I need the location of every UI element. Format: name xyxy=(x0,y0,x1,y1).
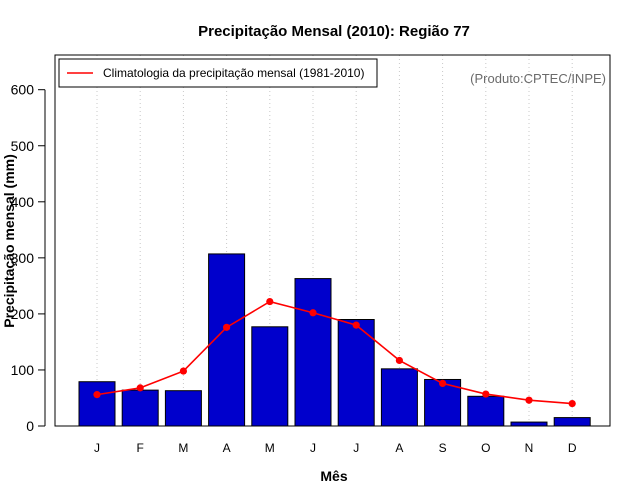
credit-annotation: (Produto:CPTEC/INPE) xyxy=(470,71,606,86)
x-tick-label: M xyxy=(265,441,275,455)
line-point xyxy=(266,297,274,306)
bar xyxy=(294,278,332,427)
line-point xyxy=(439,379,447,388)
line-point xyxy=(93,391,101,399)
line-point xyxy=(482,390,490,398)
gridlines xyxy=(96,55,573,426)
plot-frame xyxy=(54,54,611,427)
line-point xyxy=(223,323,231,331)
y-tick-label: 500 xyxy=(11,138,35,154)
line-point xyxy=(352,321,360,329)
bar xyxy=(510,421,548,427)
y-tick-label: 100 xyxy=(11,362,35,378)
bar xyxy=(553,417,591,427)
x-tick-label: D xyxy=(568,441,577,455)
x-tick-label: J xyxy=(353,441,359,455)
series-line xyxy=(96,300,573,405)
legend: Climatologia da precipitação mensal (198… xyxy=(58,58,378,88)
x-axis-title: Mês xyxy=(320,468,347,484)
x-tick-label: N xyxy=(525,441,534,455)
bar xyxy=(164,390,202,427)
line-point xyxy=(309,309,317,317)
x-tick-label: O xyxy=(481,441,490,455)
climatology-line xyxy=(93,297,576,408)
line-point xyxy=(395,356,403,365)
y-axis: 0 100 200 300 400 500 600 xyxy=(11,82,46,434)
x-tick-label: J xyxy=(94,441,100,455)
bar xyxy=(121,389,159,427)
bars xyxy=(78,253,591,427)
y-tick-label: 600 xyxy=(11,82,35,98)
y-tick-label: 0 xyxy=(26,418,34,434)
legend-entry-climatology: Climatologia da precipitação mensal (198… xyxy=(103,66,364,80)
line-point xyxy=(568,399,576,408)
x-tick-label: F xyxy=(137,441,144,455)
bar xyxy=(467,395,505,427)
x-tick-label: A xyxy=(223,441,231,455)
legend-box xyxy=(58,58,378,88)
bar xyxy=(380,368,418,427)
y-tick-label: 300 xyxy=(11,250,35,266)
x-tick-label: J xyxy=(310,441,316,455)
y-axis-title: Precipitação mensal (mm) xyxy=(1,154,17,328)
line-point xyxy=(136,384,144,392)
y-tick-label: 400 xyxy=(11,194,35,210)
bar xyxy=(78,381,116,427)
line-point xyxy=(525,396,533,404)
x-tick-label: A xyxy=(395,441,403,455)
bar xyxy=(251,326,289,427)
x-tick-label: M xyxy=(178,441,188,455)
line-point xyxy=(179,367,187,375)
y-tick-label: 200 xyxy=(11,306,35,322)
x-tick-label: S xyxy=(439,441,447,455)
bar xyxy=(337,319,375,427)
chart-title: Precipitação Mensal (2010): Região 77 xyxy=(198,23,470,40)
